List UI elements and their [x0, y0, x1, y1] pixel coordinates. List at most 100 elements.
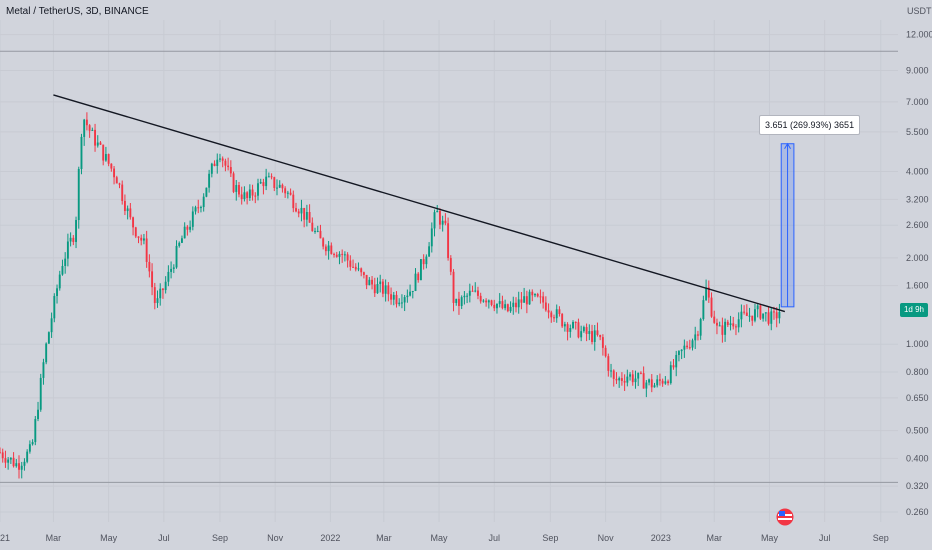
candle-body: [134, 227, 137, 237]
candle-body: [387, 285, 390, 295]
candle-body: [428, 246, 431, 257]
candle-body: [732, 323, 735, 327]
candle-body: [664, 381, 667, 384]
candle-body: [202, 196, 205, 208]
candle-body: [422, 259, 425, 265]
candle-body: [140, 237, 143, 241]
candle-body: [85, 119, 88, 126]
candle-body: [330, 245, 333, 254]
candle-body: [341, 253, 344, 255]
y-tick-label: 1.000: [906, 339, 929, 349]
candle-body: [23, 461, 26, 466]
candle-body: [213, 163, 216, 166]
candle-body: [735, 326, 737, 328]
candle-body: [433, 212, 436, 229]
candle-body: [362, 272, 365, 275]
candle-body: [729, 323, 732, 326]
candle-body: [56, 288, 58, 297]
candle-body: [680, 349, 683, 352]
symbol-title[interactable]: Metal / TetherUS, 3D, BINANCE: [6, 6, 149, 17]
candle-body: [69, 237, 72, 242]
candle-body: [479, 295, 482, 302]
candle-body: [156, 298, 159, 304]
candle-body: [482, 300, 485, 302]
candle-body: [430, 228, 433, 247]
x-tick-label: Jul: [158, 533, 170, 543]
candle-body: [477, 290, 479, 296]
candle-body: [115, 177, 118, 184]
candle-body: [243, 192, 246, 200]
candle-body: [414, 273, 417, 291]
candle-body: [523, 296, 526, 303]
candle-body: [129, 208, 132, 218]
candle-body: [262, 182, 265, 187]
candle-body: [175, 245, 178, 268]
candle-body: [553, 317, 555, 319]
candle-body: [292, 194, 295, 209]
candle-body: [107, 154, 110, 164]
candle-body: [767, 312, 770, 324]
candle-body: [254, 195, 257, 197]
candle-body: [186, 226, 189, 230]
candle-body: [582, 327, 585, 332]
candle-body: [113, 168, 116, 178]
candle-body: [534, 294, 536, 296]
candle-body: [463, 295, 466, 298]
candle-body: [178, 242, 181, 246]
candle-body: [713, 316, 716, 323]
candle-body: [542, 296, 545, 303]
candle-body: [270, 176, 273, 178]
y-tick-label: 0.500: [906, 426, 929, 436]
y-tick-label: 7.000: [906, 97, 929, 107]
candle-body: [487, 300, 490, 303]
candle-body: [221, 158, 224, 161]
candle-body: [123, 200, 126, 212]
candle-body: [75, 220, 77, 242]
candle-body: [232, 173, 235, 192]
trendline: [53, 94, 786, 313]
candle-body: [615, 378, 618, 381]
y-tick-label: 2.000: [906, 253, 929, 263]
candle-body: [658, 379, 661, 381]
candle-body: [360, 268, 363, 273]
currency-label: USDT: [907, 6, 932, 16]
candle-body: [61, 265, 64, 275]
candle-body: [528, 291, 531, 305]
candle-body: [398, 302, 401, 305]
candle-body: [436, 210, 439, 213]
candle-body: [26, 451, 29, 462]
candle-body: [438, 210, 441, 225]
candle-body: [751, 315, 754, 321]
candle-body: [509, 306, 512, 312]
x-tick-label: Mar: [706, 533, 722, 543]
candle-body: [205, 187, 208, 197]
candle-body: [80, 136, 83, 170]
candle-body: [183, 226, 186, 239]
candle-body: [42, 362, 45, 378]
candle-body: [392, 294, 395, 300]
candle-body: [501, 301, 504, 309]
y-tick-label: 0.260: [906, 507, 929, 517]
candle-body: [555, 309, 558, 319]
candle-body: [778, 311, 781, 319]
candle-body: [683, 345, 686, 350]
candle-body: [716, 322, 718, 326]
candle-body: [629, 374, 631, 377]
x-tick-label: Mar: [46, 533, 62, 543]
candle-body: [444, 220, 447, 224]
y-tick-label: 4.000: [906, 167, 929, 177]
y-tick-label: 2.600: [906, 220, 929, 230]
candle-body: [346, 254, 349, 261]
candle-body: [580, 331, 583, 338]
candle-body: [648, 379, 651, 383]
candle-body: [710, 297, 713, 317]
candle-body: [485, 300, 488, 303]
candle-body: [50, 318, 53, 333]
candle-body: [311, 222, 314, 232]
candle-body: [721, 325, 724, 335]
candle-body: [142, 238, 145, 241]
y-tick-label: 3.200: [906, 194, 929, 204]
us-flag-icon[interactable]: [776, 508, 794, 526]
